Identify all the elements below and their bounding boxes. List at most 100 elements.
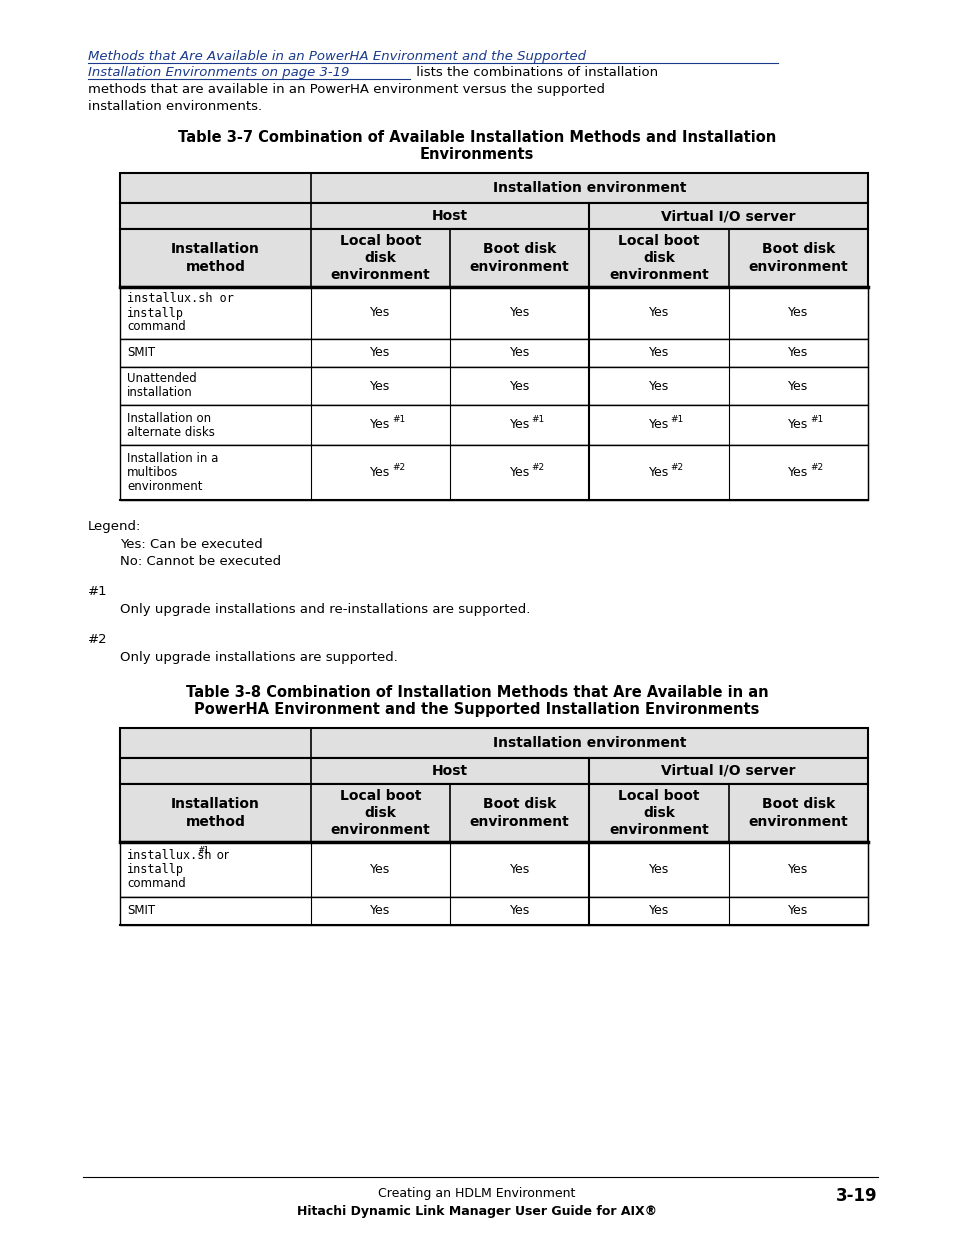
- Text: Environments: Environments: [419, 147, 534, 162]
- Text: Installation in a: Installation in a: [127, 452, 218, 466]
- Text: Boot disk
environment: Boot disk environment: [748, 242, 847, 274]
- Text: environment: environment: [127, 480, 202, 493]
- Text: Yes: Yes: [787, 306, 807, 320]
- Text: Yes: Yes: [370, 347, 390, 359]
- Bar: [120, 445, 867, 500]
- Text: Yes: Yes: [370, 379, 390, 393]
- Text: Installation environment: Installation environment: [492, 182, 685, 195]
- Text: #1: #1: [809, 415, 822, 425]
- Text: Yes: Yes: [509, 466, 529, 479]
- Text: Yes: Yes: [370, 419, 390, 431]
- Text: Yes: Yes: [787, 419, 807, 431]
- Text: #1: #1: [392, 415, 405, 425]
- Text: Table 3-8 Combination of Installation Methods that Are Available in an: Table 3-8 Combination of Installation Me…: [186, 685, 767, 700]
- Text: Boot disk
environment: Boot disk environment: [469, 798, 569, 829]
- Text: multibos: multibos: [127, 466, 178, 479]
- Text: Yes: Yes: [509, 306, 529, 320]
- Bar: [120, 173, 867, 203]
- Text: Boot disk
environment: Boot disk environment: [469, 242, 569, 274]
- Text: Local boot
disk
environment: Local boot disk environment: [330, 789, 430, 837]
- Text: installp: installp: [127, 306, 184, 320]
- Text: Yes: Yes: [648, 347, 668, 359]
- Text: installation: installation: [127, 387, 193, 399]
- Text: #1: #1: [199, 846, 210, 855]
- Text: installation environments.: installation environments.: [88, 100, 262, 112]
- Text: lists the combinations of installation: lists the combinations of installation: [412, 65, 658, 79]
- Text: Boot disk
environment: Boot disk environment: [748, 798, 847, 829]
- Text: Yes: Yes: [509, 379, 529, 393]
- Text: #2: #2: [809, 463, 822, 472]
- Text: Legend:: Legend:: [88, 520, 141, 534]
- Text: Yes: Yes: [370, 904, 390, 918]
- Bar: [120, 367, 867, 405]
- Text: methods that are available in an PowerHA environment versus the supported: methods that are available in an PowerHA…: [88, 83, 604, 96]
- Text: #2: #2: [88, 634, 108, 646]
- Text: Yes: Yes: [787, 863, 807, 876]
- Text: #1: #1: [531, 415, 544, 425]
- Text: Only upgrade installations and re-installations are supported.: Only upgrade installations and re-instal…: [120, 603, 530, 616]
- Text: #1: #1: [88, 585, 108, 598]
- Text: Methods that Are Available in an PowerHA Environment and the Supported: Methods that Are Available in an PowerHA…: [88, 49, 585, 63]
- Text: Yes: Yes: [648, 379, 668, 393]
- Text: installux.sh or: installux.sh or: [127, 293, 233, 305]
- Text: Yes: Yes: [370, 466, 390, 479]
- Text: Only upgrade installations are supported.: Only upgrade installations are supported…: [120, 651, 397, 664]
- Text: Local boot
disk
environment: Local boot disk environment: [609, 789, 708, 837]
- Text: Yes: Yes: [787, 466, 807, 479]
- Text: Installation on: Installation on: [127, 411, 211, 425]
- Text: Yes: Can be executed: Yes: Can be executed: [120, 538, 262, 551]
- Text: Host: Host: [432, 764, 468, 778]
- Text: Yes: Yes: [648, 419, 668, 431]
- Text: Yes: Yes: [509, 419, 529, 431]
- Text: Virtual I/O server: Virtual I/O server: [660, 764, 795, 778]
- Text: Yes: Yes: [787, 347, 807, 359]
- Text: or: or: [213, 848, 229, 862]
- Bar: [120, 203, 867, 228]
- Text: SMIT: SMIT: [127, 904, 155, 918]
- Text: Yes: Yes: [370, 306, 390, 320]
- Text: Yes: Yes: [509, 347, 529, 359]
- Text: Yes: Yes: [648, 306, 668, 320]
- Text: Local boot
disk
environment: Local boot disk environment: [330, 233, 430, 283]
- Bar: [120, 287, 867, 338]
- Bar: [120, 727, 867, 758]
- Text: #2: #2: [392, 463, 405, 472]
- Bar: [120, 228, 867, 287]
- Text: Installation Environments on page 3-19: Installation Environments on page 3-19: [88, 65, 349, 79]
- Text: Hitachi Dynamic Link Manager User Guide for AIX®: Hitachi Dynamic Link Manager User Guide …: [296, 1205, 657, 1218]
- Text: No: Cannot be executed: No: Cannot be executed: [120, 555, 281, 568]
- Text: Local boot
disk
environment: Local boot disk environment: [609, 233, 708, 283]
- Text: PowerHA Environment and the Supported Installation Environments: PowerHA Environment and the Supported In…: [194, 701, 759, 718]
- Text: installux.sh: installux.sh: [127, 848, 213, 862]
- Bar: [120, 784, 867, 842]
- Bar: [120, 405, 867, 445]
- Bar: [120, 338, 867, 367]
- Text: command: command: [127, 321, 186, 333]
- Text: Yes: Yes: [370, 863, 390, 876]
- Text: Yes: Yes: [648, 904, 668, 918]
- Text: #2: #2: [670, 463, 683, 472]
- Text: Installation
method: Installation method: [171, 242, 259, 274]
- Text: Virtual I/O server: Virtual I/O server: [660, 209, 795, 224]
- Text: installp: installp: [127, 863, 184, 876]
- Text: Yes: Yes: [648, 466, 668, 479]
- Text: Host: Host: [432, 209, 468, 224]
- Bar: [120, 842, 867, 897]
- Text: 3-19: 3-19: [836, 1187, 877, 1205]
- Bar: [120, 758, 867, 784]
- Text: alternate disks: alternate disks: [127, 426, 214, 438]
- Text: Unattended: Unattended: [127, 373, 196, 385]
- Text: Creating an HDLM Environment: Creating an HDLM Environment: [378, 1187, 575, 1200]
- Text: Installation environment: Installation environment: [492, 736, 685, 750]
- Text: SMIT: SMIT: [127, 347, 155, 359]
- Bar: [120, 897, 867, 925]
- Text: Yes: Yes: [509, 863, 529, 876]
- Text: Table 3-7 Combination of Available Installation Methods and Installation: Table 3-7 Combination of Available Insta…: [177, 130, 776, 144]
- Text: Yes: Yes: [787, 904, 807, 918]
- Text: #2: #2: [531, 463, 544, 472]
- Text: Yes: Yes: [787, 379, 807, 393]
- Text: Installation
method: Installation method: [171, 798, 259, 829]
- Text: Yes: Yes: [648, 863, 668, 876]
- Text: command: command: [127, 877, 186, 890]
- Text: Yes: Yes: [509, 904, 529, 918]
